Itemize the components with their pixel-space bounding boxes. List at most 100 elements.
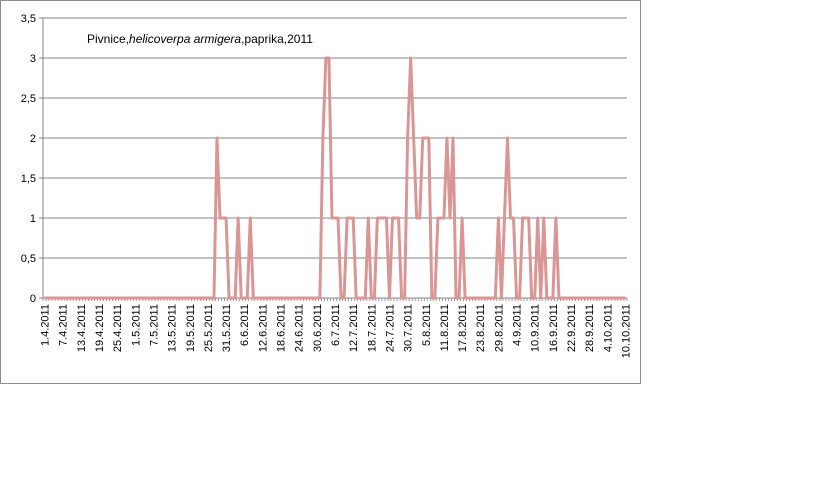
y-tick-label: 2 <box>30 133 36 145</box>
x-tick-label: 13.4.2011 <box>76 304 88 352</box>
data-point <box>219 217 221 219</box>
data-point <box>503 217 506 219</box>
data-point <box>397 217 400 219</box>
x-tick-label: 1.4.2011 <box>40 304 52 346</box>
data-point <box>234 297 236 299</box>
data-point <box>533 297 536 299</box>
data-point <box>228 297 230 299</box>
data-point <box>561 297 563 299</box>
data-point <box>455 297 457 299</box>
data-point <box>382 217 385 219</box>
title-part-1: Pivnice, <box>87 32 129 46</box>
data-point <box>246 297 249 299</box>
x-tick-label: 6.6.2011 <box>239 304 251 346</box>
data-point <box>461 217 463 219</box>
x-tick-label: 7.5.2011 <box>148 304 160 346</box>
data-point <box>530 297 533 299</box>
data-point <box>512 217 515 219</box>
data-point <box>558 297 560 299</box>
y-tick-label: 3,5 <box>21 13 36 25</box>
x-tick-label: 10.10.2011 <box>620 304 632 358</box>
data-point <box>364 297 367 299</box>
chart-frame: 0 0,5 1 1,5 2 2,5 3 3,5 1.4.2011 7.4.2011 13.4.20… <box>0 0 641 384</box>
x-tick-label: 25.4.2011 <box>112 304 124 352</box>
x-tick-label: 13.5.2011 <box>167 304 179 352</box>
data-point <box>403 297 406 299</box>
y-tick-label: 3 <box>30 53 36 65</box>
data-point <box>367 217 370 219</box>
data-point <box>343 297 345 299</box>
data-point <box>542 217 545 219</box>
x-tick-label: 12.6.2011 <box>257 304 269 352</box>
data-point <box>539 297 542 299</box>
data-point <box>494 297 497 299</box>
data-point <box>391 217 394 219</box>
data-point <box>509 217 512 219</box>
data-point <box>428 137 430 139</box>
series <box>44 56 626 300</box>
data-point <box>552 297 554 299</box>
x-tick-label: 25.5.2011 <box>203 304 215 352</box>
data-point <box>418 217 421 219</box>
data-point <box>255 297 258 299</box>
x-tick-label: 7.4.2011 <box>58 304 70 346</box>
data-point <box>497 217 500 219</box>
data-point <box>515 297 518 299</box>
data-point <box>458 297 460 299</box>
title-part-2: ,paprika,2011 <box>241 32 313 46</box>
data-point <box>440 217 442 219</box>
data-point <box>231 297 233 299</box>
data-point <box>258 297 261 299</box>
data-point <box>216 137 218 139</box>
data-point <box>500 297 503 299</box>
data-point <box>373 297 376 299</box>
line-chart: 0 0,5 1 1,5 2 2,5 3 3,5 1.4.2011 7.4.2011 13.4.20… <box>21 13 633 358</box>
y-tick-label: 2,5 <box>21 93 36 105</box>
data-point <box>446 137 448 139</box>
data-point <box>437 217 439 219</box>
data-point <box>452 137 454 139</box>
data-point <box>521 217 524 219</box>
data-point <box>406 137 409 139</box>
x-tick-label: 28.9.2011 <box>584 304 596 352</box>
x-tick-label: 24.6.2011 <box>294 304 306 352</box>
data-point <box>213 297 215 299</box>
x-tick-label: 10.9.2011 <box>530 304 542 352</box>
data-point <box>261 297 264 299</box>
data-point <box>412 137 415 139</box>
data-point <box>361 297 364 299</box>
data-point <box>370 297 373 299</box>
data-point <box>434 297 436 299</box>
x-tick-label: 6.7.2011 <box>330 304 342 346</box>
x-tick-label: 22.9.2011 <box>566 304 578 352</box>
data-point <box>443 217 445 219</box>
data-point <box>222 217 224 219</box>
data-point <box>415 217 418 219</box>
data-point <box>409 57 412 59</box>
data-point <box>524 217 527 219</box>
data-point <box>331 217 333 219</box>
data-point <box>394 217 397 219</box>
x-tick-label: 18.7.2011 <box>366 304 378 352</box>
data-point <box>421 137 424 139</box>
data-point <box>349 217 351 219</box>
x-tick-label: 1.5.2011 <box>130 304 142 346</box>
chart-title: Pivnice,helicoverpa armigera,paprika,201… <box>87 32 313 46</box>
data-point <box>240 297 242 299</box>
title-part-species: helicoverpa armigera <box>129 32 241 46</box>
data-point <box>358 297 361 299</box>
x-tick-label: 30.6.2011 <box>312 304 324 352</box>
data-point <box>385 217 388 219</box>
x-tick-label: 31.5.2011 <box>221 304 233 352</box>
x-tick-label: 19.4.2011 <box>94 304 106 352</box>
x-tick-label: 5.8.2011 <box>421 304 433 346</box>
data-point <box>527 217 530 219</box>
data-point <box>355 297 357 299</box>
data-point <box>449 217 451 219</box>
data-point <box>376 217 379 219</box>
data-point <box>400 297 403 299</box>
data-point <box>328 57 330 59</box>
x-tick-label: 4.9.2011 <box>512 304 524 346</box>
data-point <box>243 297 246 299</box>
y-tick-label: 0 <box>30 293 36 305</box>
